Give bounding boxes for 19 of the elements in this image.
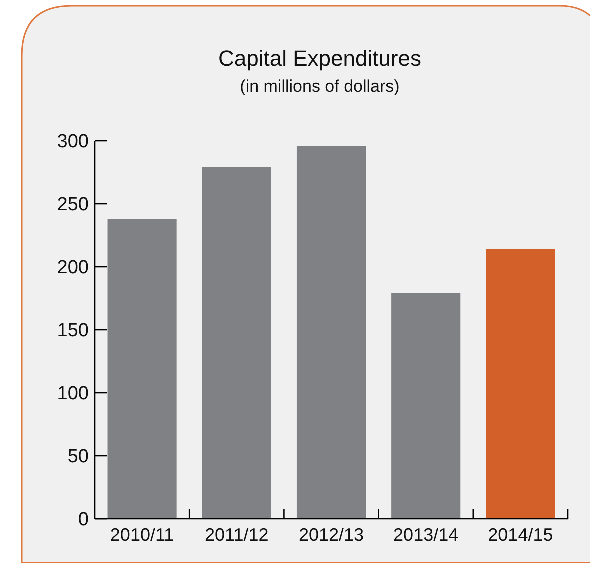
x-tick-label: 2013/14 — [394, 525, 459, 545]
y-tick-label: 150 — [57, 320, 89, 342]
chart-subtitle: (in millions of dollars) — [240, 77, 400, 96]
bar — [392, 293, 461, 519]
y-tick-label: 300 — [57, 132, 89, 153]
x-tick-label: 2014/15 — [488, 525, 554, 545]
x-tick-label: 2010/11 — [110, 525, 174, 545]
x-tick-label: 2012/13 — [298, 525, 364, 545]
y-tick-label: 200 — [57, 258, 89, 279]
bar — [296, 146, 366, 519]
y-tick-label: 250 — [57, 194, 89, 216]
y-tick-label: 100 — [57, 384, 89, 405]
y-tick-label: 0 — [78, 510, 89, 531]
bar — [108, 219, 177, 519]
x-tick-label: 2011/12 — [205, 525, 269, 545]
y-tick-label: 50 — [68, 446, 89, 468]
bar — [202, 167, 272, 519]
chart-title: Capital Expenditures — [218, 46, 422, 71]
bar — [486, 249, 556, 519]
